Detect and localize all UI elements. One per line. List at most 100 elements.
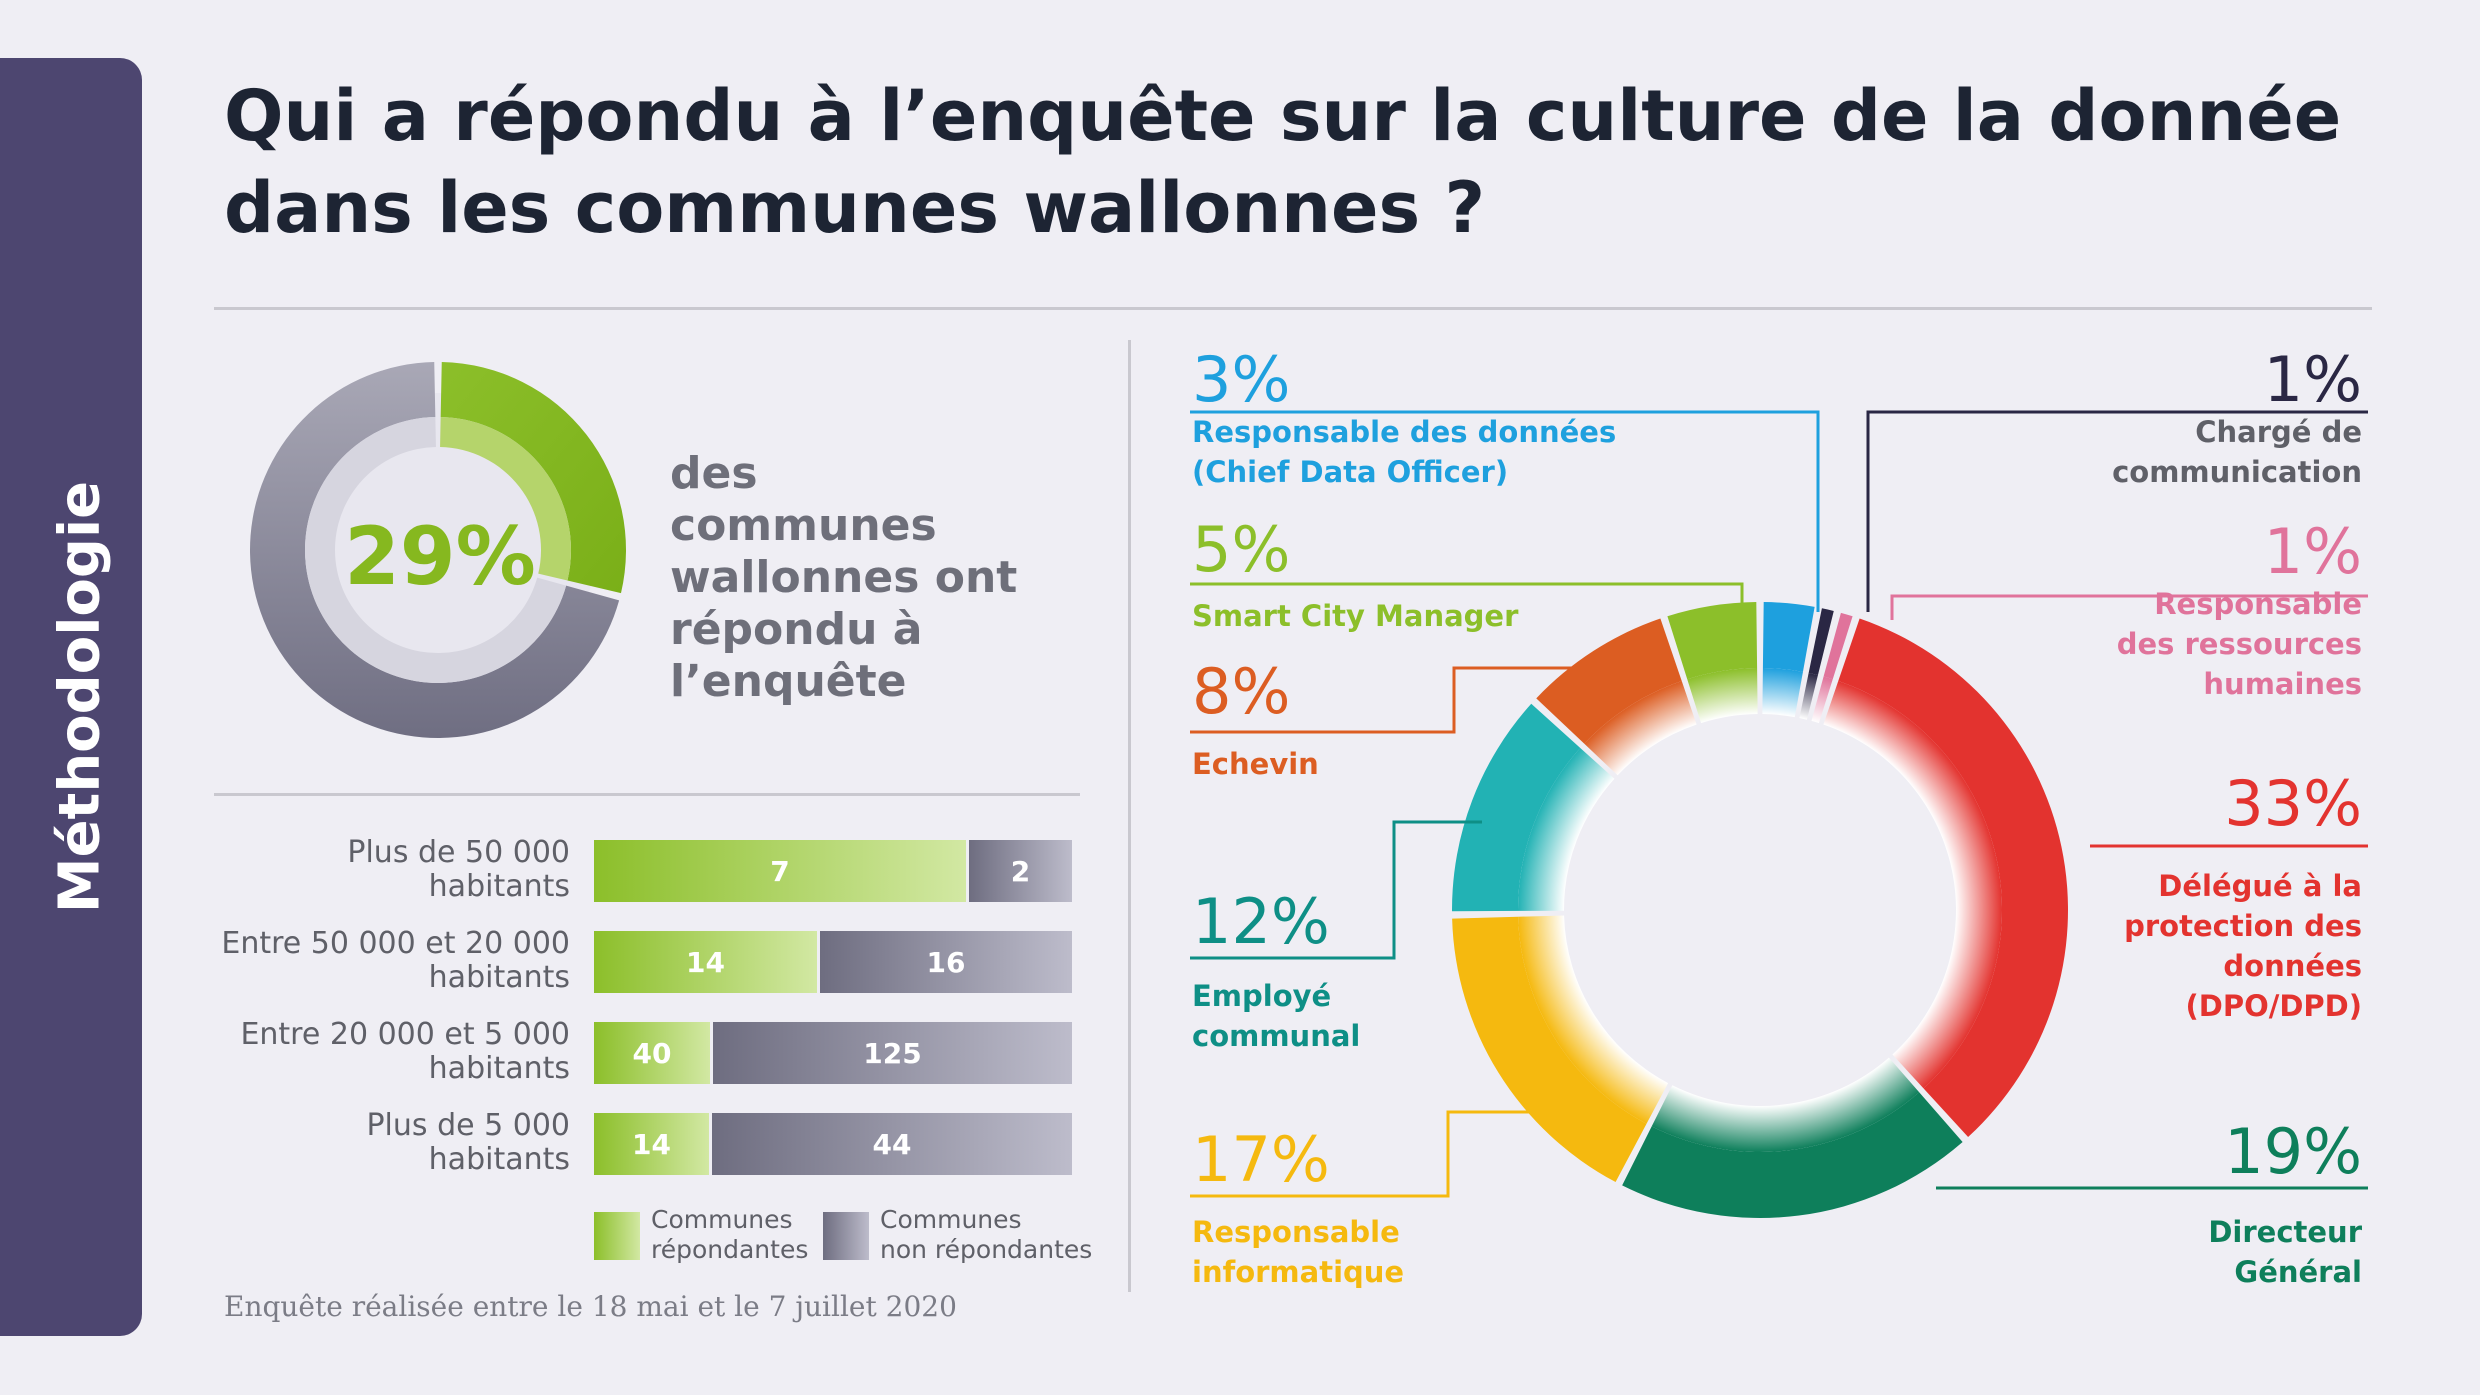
role-name-label-line: communication: [2112, 455, 2362, 489]
bar-segment-not-responded: 2: [969, 840, 1072, 902]
role-name-label-line: Responsable: [2154, 587, 2362, 621]
role-percent-label: 33%: [2224, 767, 2362, 840]
role-percent-label: 1%: [2263, 515, 2362, 588]
bar-segment-not-responded: 125: [713, 1022, 1072, 1084]
role-name-label: Responsable des ressources humaines: [2117, 584, 2362, 704]
legend-swatch-not-responded: [823, 1212, 869, 1260]
role-leader-line: [1190, 820, 1482, 960]
bar-category-label-line: Entre 50 000 et 20 000: [221, 926, 570, 961]
role-name-label: Smart City Manager: [1192, 596, 1518, 636]
role-name-label: Responsable des données (Chief Data Offic…: [1192, 412, 1616, 492]
role-leader-line: [1190, 666, 1590, 734]
role-donut-chart: [1452, 602, 2068, 1218]
role-name-label-line: Echevin: [1192, 747, 1319, 781]
bar-category-label-line: habitants: [428, 960, 570, 995]
role-percent-label: 19%: [2224, 1115, 2362, 1188]
left-divider: [214, 793, 1080, 796]
role-name-label-line: données: [2223, 949, 2362, 983]
bar-segment-responded: 14: [594, 1113, 709, 1175]
role-name-label-line: Employé: [1192, 979, 1332, 1013]
response-rate-line-4: l’enquête: [670, 656, 907, 707]
role-name-label-line: humaines: [2203, 667, 2362, 701]
response-rate-description: des communes wallonnes ont répondu à l’e…: [670, 448, 1030, 708]
bar-category-label: Entre 20 000 et 5 000 habitants: [200, 1018, 570, 1086]
role-name-label-line: informatique: [1192, 1255, 1405, 1289]
bar-category-label: Plus de 5 000 habitants: [200, 1109, 570, 1177]
bar-segment-responded: 7: [594, 840, 966, 902]
role-name-label-line: Général: [2234, 1255, 2362, 1289]
legend-responded-line-2: répondantes: [651, 1235, 809, 1264]
page-title: Qui a répondu à l’enquête sur la culture…: [224, 70, 2374, 254]
response-rate-line-1: des communes: [670, 448, 937, 551]
role-name-label-line: Responsable: [1192, 1215, 1400, 1249]
role-leader-line: [1190, 1110, 1540, 1198]
role-leader-line: [1890, 594, 2368, 620]
donut-slice-inner: [1762, 668, 1803, 718]
role-percent-label: 12%: [1192, 885, 1330, 958]
donut-slice-inner: [1651, 1057, 1920, 1152]
role-name-label-line: Chargé de: [2195, 415, 2362, 449]
role-percent-label: 17%: [1192, 1123, 1330, 1196]
role-name-label-line: Smart City Manager: [1192, 599, 1519, 633]
column-divider: [1128, 340, 1131, 1292]
role-name-label-line: communal: [1192, 1019, 1361, 1053]
page-title-line-2: dans les communes wallonnes ?: [224, 167, 1486, 249]
bar-category-label-line: Entre 20 000 et 5 000: [240, 1017, 570, 1052]
legend-label-not-responded: Communes non répondantes: [880, 1205, 1092, 1265]
legend-not-responded-line-2: non répondantes: [880, 1235, 1093, 1264]
role-percent-label: 5%: [1192, 513, 1291, 586]
donut-slice-inner: [1811, 676, 1833, 724]
role-name-label-line: protection des: [2124, 909, 2362, 943]
donut-slice: [1762, 602, 1815, 672]
title-divider: [214, 307, 2372, 310]
donut-slice: [1452, 916, 1647, 1183]
role-name-label-line: Directeur: [2208, 1215, 2362, 1249]
role-name-label-line: Délégué à la: [2158, 869, 2362, 903]
bar-segment-responded: 14: [594, 931, 817, 993]
response-rate-percent: 29%: [344, 510, 536, 603]
response-rate-line-2: wallonnes ont: [670, 552, 1018, 603]
bar-category-label-line: habitants: [428, 869, 570, 904]
legend-label-responded: Communes répondantes: [651, 1205, 808, 1265]
legend-swatch-responded: [594, 1212, 640, 1260]
legend-not-responded-line-1: Communes: [880, 1205, 1022, 1234]
role-name-label: Employé communal: [1192, 976, 1360, 1056]
role-leader-line: [1866, 410, 2368, 612]
donut-slice: [1823, 612, 1853, 680]
donut-slice: [1808, 608, 1834, 676]
ring-segment-responded-inner: [440, 417, 571, 581]
role-name-label: Chargé de communication: [2112, 412, 2362, 492]
role-name-label: Echevin: [1192, 744, 1319, 784]
bar-segment-responded: 40: [594, 1022, 710, 1084]
role-leader-line: [1190, 410, 1820, 612]
bar-category-label: Plus de 50 000 habitants: [200, 836, 570, 904]
role-leader-line: [1190, 582, 1744, 608]
ring-segment-not-responded: [249, 362, 620, 738]
role-name-label: Délégué à la protection des données (DPO/DP…: [2124, 866, 2362, 1026]
bar-category-label: Entre 50 000 et 20 000 habitants: [200, 927, 570, 995]
donut-slice: [1622, 1092, 1963, 1218]
donut-slice: [1536, 618, 1682, 744]
role-percent-label: 3%: [1192, 343, 1291, 416]
role-name-label-line: (DPO/DPD): [2185, 989, 2362, 1023]
bar-segment-not-responded: 16: [820, 931, 1072, 993]
donut-slice: [1667, 602, 1758, 680]
donut-slice-inner: [1687, 668, 1758, 724]
bar-category-label-line: Plus de 5 000: [366, 1108, 570, 1143]
donut-slice-inner: [1518, 747, 1615, 911]
sidebar-tab: [0, 58, 142, 1336]
bar-segment-not-responded: 44: [712, 1113, 1072, 1175]
role-name-label-line: (Chief Data Officer): [1192, 455, 1509, 489]
donut-slice-inner: [1799, 672, 1818, 720]
role-name-label: Directeur Général: [2208, 1212, 2362, 1292]
role-name-label-line: des ressources: [2116, 627, 2362, 661]
page-title-line-1: Qui a répondu à l’enquête sur la culture…: [224, 75, 2342, 157]
donut-slice-inner: [1584, 681, 1697, 776]
ring-segment-responded: [440, 362, 626, 594]
donut-slice: [1452, 703, 1581, 912]
role-name-label-line: Responsable des données: [1192, 415, 1617, 449]
bar-category-label-line: habitants: [428, 1142, 570, 1177]
legend-responded-line-1: Communes: [651, 1205, 793, 1234]
survey-dates-footnote: Enquête réalisée entre le 18 mai et le 7…: [224, 1290, 957, 1323]
